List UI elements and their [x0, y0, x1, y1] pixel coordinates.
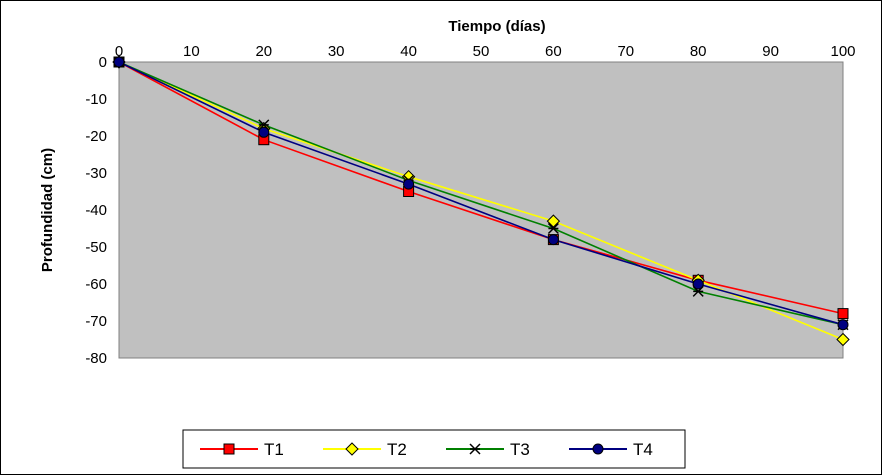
legend-item-t4: T4: [569, 440, 653, 459]
y-tick-label: -10: [85, 91, 107, 108]
legend-label: T1: [264, 440, 284, 459]
x-tick-label: 70: [617, 43, 634, 60]
legend-item-t1: T1: [200, 440, 284, 459]
y-tick-label: -30: [85, 165, 107, 182]
data-point-t4: [403, 178, 415, 190]
x-tick-label: 100: [830, 43, 855, 60]
legend-item-t2: T2: [323, 440, 407, 459]
data-point-t1: [837, 308, 849, 320]
data-point-t4: [837, 319, 849, 331]
x-tick-label: 10: [183, 43, 200, 60]
x-tick-label: 40: [400, 43, 417, 60]
series-markers: [112, 55, 850, 347]
data-point-t4: [113, 56, 125, 68]
series-line-t3: [118, 61, 844, 326]
legend-label: T2: [387, 440, 407, 459]
y-axis-title: Profundidad (cm): [39, 148, 56, 272]
legend-label: T4: [633, 440, 653, 459]
y-tick-label: -40: [85, 202, 107, 219]
data-point-t2: [546, 214, 561, 228]
plot-area: [118, 61, 844, 359]
x-tick-label: 20: [255, 43, 272, 60]
x-tick-label: 80: [690, 43, 707, 60]
y-tick-label: -70: [85, 313, 107, 330]
data-point-t2: [836, 332, 850, 347]
series-lines: [118, 61, 844, 341]
tick-labels: 0 10 20 30 40 50 60 70 80 90 100 0 -10 -20 -30 -40 -50 -6…: [85, 43, 855, 367]
x-tick-label: 0: [115, 43, 123, 60]
y-tick-label: -80: [85, 350, 107, 367]
data-point-t4: [692, 278, 704, 290]
y-tick-label: 0: [99, 54, 107, 71]
legend-item-t3: T3: [446, 440, 530, 459]
y-tick-label: -60: [85, 276, 107, 293]
series-line-t4: [118, 61, 844, 326]
x-tick-label: 60: [545, 43, 562, 60]
legend-label: T3: [510, 440, 530, 459]
y-tick-label: -50: [85, 239, 107, 256]
data-point-t3: [547, 222, 559, 235]
x-tick-label: 90: [762, 43, 779, 60]
x-axis-title: Tiempo (días): [448, 18, 545, 35]
x-tick-label: 30: [328, 43, 345, 60]
data-point-t4: [258, 126, 270, 138]
data-point-t4: [547, 234, 559, 246]
x-tick-label: 50: [473, 43, 490, 60]
legend: T1 T2 T3 T4: [182, 429, 686, 469]
series-line-t1: [118, 61, 844, 315]
y-tick-label: -20: [85, 128, 107, 145]
